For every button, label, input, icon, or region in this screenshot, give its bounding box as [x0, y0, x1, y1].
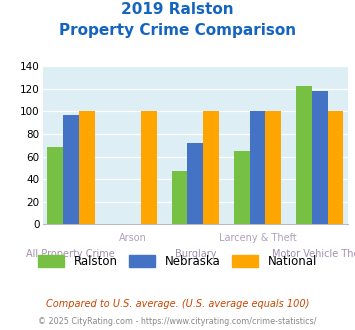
- Text: Property Crime Comparison: Property Crime Comparison: [59, 23, 296, 38]
- Bar: [63, 115, 79, 224]
- Legend: Ralston, Nebraska, National: Ralston, Nebraska, National: [33, 250, 322, 273]
- Bar: [296, 86, 312, 224]
- Text: © 2025 CityRating.com - https://www.cityrating.com/crime-statistics/: © 2025 CityRating.com - https://www.city…: [38, 317, 317, 326]
- Text: Compared to U.S. average. (U.S. average equals 100): Compared to U.S. average. (U.S. average …: [46, 299, 309, 309]
- Bar: [234, 151, 250, 224]
- Bar: [203, 111, 219, 224]
- Bar: [47, 148, 63, 224]
- Bar: [250, 111, 265, 224]
- Text: 2019 Ralston: 2019 Ralston: [121, 2, 234, 16]
- Bar: [141, 111, 157, 224]
- Text: All Property Crime: All Property Crime: [27, 249, 115, 259]
- Bar: [328, 111, 343, 224]
- Text: Larceny & Theft: Larceny & Theft: [219, 233, 296, 243]
- Bar: [265, 111, 281, 224]
- Text: Motor Vehicle Theft: Motor Vehicle Theft: [272, 249, 355, 259]
- Text: Arson: Arson: [119, 233, 147, 243]
- Bar: [79, 111, 95, 224]
- Text: Burglary: Burglary: [175, 249, 216, 259]
- Bar: [187, 143, 203, 224]
- Bar: [312, 91, 328, 224]
- Bar: [171, 171, 187, 224]
